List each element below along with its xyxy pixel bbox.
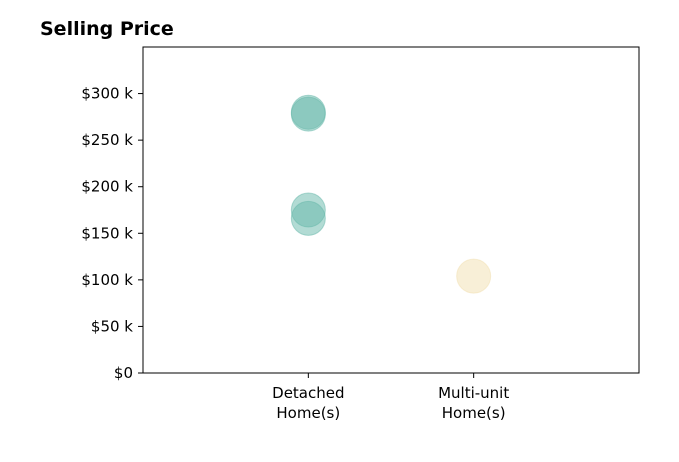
y-tick-label: $50 k [91, 317, 133, 335]
y-tick-label: $100 k [81, 271, 133, 289]
y-tick-label: $300 k [81, 85, 133, 103]
plot-frame [142, 46, 640, 374]
chart-title: Selling Price [40, 18, 174, 40]
y-tick-label: $250 k [81, 131, 133, 149]
data-point [290, 200, 326, 236]
x-tick-label: Detached Home(s) [272, 384, 344, 422]
x-tick-label: Multi-unit Home(s) [438, 384, 509, 422]
y-tick-label: $0 [114, 364, 133, 382]
y-tick-label: $150 k [81, 224, 133, 242]
y-tick-label: $200 k [81, 178, 133, 196]
data-point [290, 96, 326, 132]
y-axis: $0 $50 k $100 k $150 k $200 k $250 k $300 k [81, 85, 143, 382]
data-point [456, 258, 492, 294]
x-axis: Detached Home(s) Multi-unit Home(s) [272, 373, 509, 422]
plot-marks [290, 94, 492, 294]
